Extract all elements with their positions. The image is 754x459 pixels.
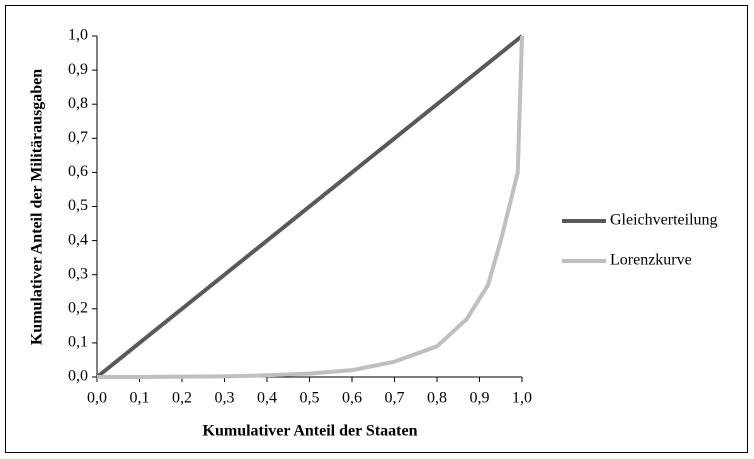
x-tick-label: 0,0	[87, 390, 107, 407]
x-tick-label: 0,1	[130, 390, 150, 407]
y-tick-label: 0,6	[68, 163, 88, 180]
y-tick-label: 1,0	[68, 27, 88, 44]
x-tick-label: 0,4	[257, 390, 277, 407]
chart-border	[5, 5, 748, 453]
y-tick-label: 0,3	[68, 265, 88, 282]
y-tick-label: 0,2	[68, 299, 88, 316]
legend-label: Lorenzkurve	[610, 252, 692, 269]
y-tick-label: 0,8	[68, 95, 88, 112]
y-tick-label: 0,9	[68, 61, 88, 78]
x-tick-label: 0,3	[215, 390, 235, 407]
x-axis-title: Kumulativer Anteil der Staaten	[203, 423, 418, 440]
x-tick-label: 0,5	[300, 390, 320, 407]
x-tick-label: 0,9	[470, 390, 490, 407]
y-tick-label: 0,4	[68, 231, 88, 248]
x-tick-label: 0,8	[427, 390, 447, 407]
line-series	[95, 34, 524, 379]
x-tick-label: 1,0	[512, 390, 532, 407]
x-tick-label: 0,6	[342, 390, 362, 407]
x-tick-label: 0,7	[385, 390, 405, 407]
y-tick-label: 0,1	[68, 334, 88, 351]
y-tick-label: 0,5	[68, 197, 88, 214]
legend-label: Gleichverteilung	[610, 212, 718, 229]
y-tick-label: 0,0	[68, 368, 88, 385]
y-axis-title: Kumulativer Anteil der Militärausgaben	[29, 69, 46, 345]
line-series	[97, 35, 524, 379]
x-tick-label: 0,2	[172, 390, 192, 407]
y-tick-label: 0,7	[68, 129, 88, 146]
